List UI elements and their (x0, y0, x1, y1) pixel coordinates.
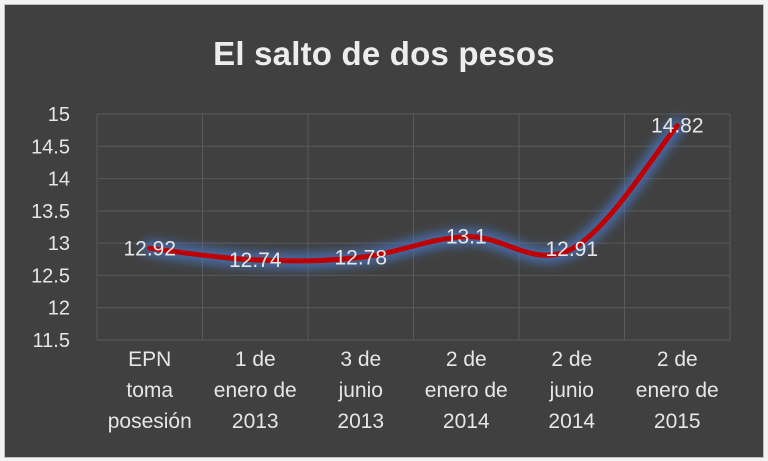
gridlines (96, 113, 731, 341)
y-tick-label: 11.5 (33, 330, 70, 352)
x-category-label: 2 de enero de 2015 (636, 348, 719, 433)
y-axis-ticks: 11.5 12 12.5 13 13.5 14 14.5 15 (31, 104, 70, 352)
y-tick-label: 12 (48, 298, 70, 320)
data-label: 12.78 (334, 246, 387, 269)
x-category-label: 3 de junio 2013 (337, 348, 384, 433)
data-label: 12.91 (545, 238, 598, 261)
data-labels: 12.92 12.74 12.78 13.1 12.91 14.82 (123, 115, 703, 272)
x-category-label: EPN toma posesión (108, 348, 192, 433)
y-tick-label: 15 (48, 104, 70, 126)
series-line (147, 123, 680, 264)
x-category-label: 1 de enero de 2013 (214, 348, 297, 433)
chart-frame: El salto de dos pesos (4, 4, 764, 458)
chart-title: El salto de dos pesos (213, 35, 555, 72)
y-tick-label: 13.5 (31, 201, 70, 223)
y-tick-label: 14 (48, 169, 70, 191)
x-category-label: 2 de junio 2014 (548, 348, 595, 433)
data-label: 12.92 (123, 237, 176, 260)
data-label: 12.74 (229, 249, 282, 272)
x-axis-categories: EPN toma posesión 1 de enero de 2013 3 de junio… (108, 348, 719, 433)
y-tick-label: 14.5 (31, 136, 70, 158)
y-tick-label: 12.5 (31, 265, 70, 287)
x-category-label: 2 de enero de 2014 (425, 348, 508, 433)
data-label: 13.1 (446, 226, 487, 249)
y-tick-label: 13 (48, 233, 70, 255)
data-label: 14.82 (651, 115, 704, 138)
series-lines (141, 117, 686, 269)
